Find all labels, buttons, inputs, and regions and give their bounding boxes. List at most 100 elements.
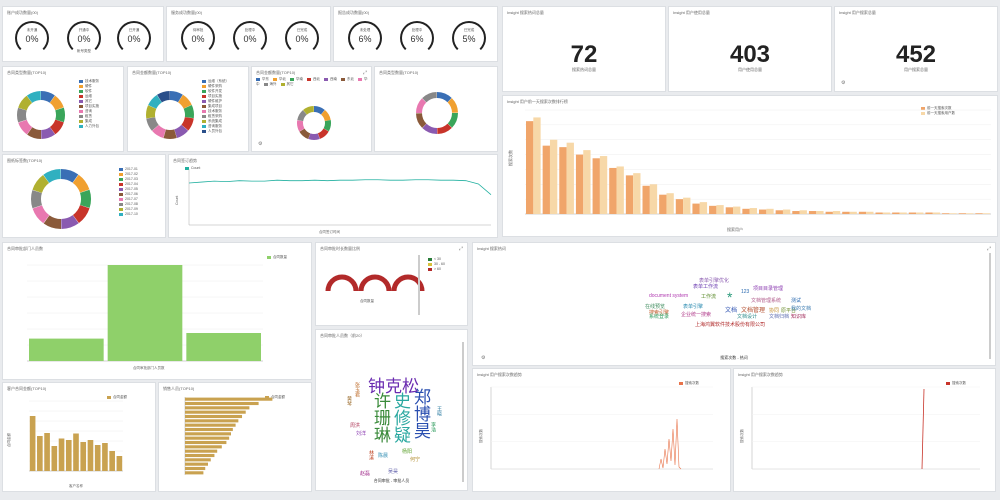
bar <box>87 440 94 471</box>
panel-title: 合同类型数量(TOP10) <box>379 70 419 75</box>
donut-slice <box>152 124 166 139</box>
hotwords-bar-chart <box>525 109 991 215</box>
donut-chart <box>16 91 65 139</box>
bar <box>916 212 924 214</box>
gauge-value: 0% <box>127 34 141 44</box>
bar <box>832 211 841 214</box>
settings-icon[interactable]: ⚙ <box>841 80 846 86</box>
panel-title: Insight 用户搜索次数趋势 <box>477 372 522 377</box>
donut-slice <box>297 110 307 122</box>
wordcloud-word: 林溪 <box>368 450 374 460</box>
donut-slice <box>437 92 452 103</box>
wordcloud-word: 项目目录管理 <box>753 286 784 292</box>
expand-icon[interactable]: ⤢ <box>362 70 367 76</box>
hbar-chart <box>184 397 273 475</box>
bar <box>102 443 108 471</box>
bar <box>882 212 891 214</box>
donut-chart <box>416 92 458 134</box>
legend-item: 2017-08 <box>119 202 138 207</box>
gauge-value: 6% <box>358 34 372 44</box>
donut-slice <box>61 169 79 183</box>
bar <box>526 121 534 214</box>
donut-slice <box>321 109 331 121</box>
donut-slice <box>49 119 64 135</box>
bar <box>185 449 218 453</box>
bar <box>533 117 541 214</box>
donut-slice <box>422 92 437 103</box>
scrollbar[interactable] <box>418 255 420 315</box>
settings-icon[interactable]: ⚙ <box>481 355 486 361</box>
wordcloud-word: 文档归档 <box>769 314 790 320</box>
bar <box>185 410 246 414</box>
chart-legend: 合同数量 <box>267 255 287 260</box>
donut-slice <box>18 95 33 111</box>
gauge-value: 6% <box>410 34 424 44</box>
wordcloud-word: 赵磊 <box>360 471 371 477</box>
legend-item: 2017-09 <box>119 207 138 212</box>
expand-icon[interactable]: ⤢ <box>986 246 991 252</box>
donut-slice <box>297 120 305 132</box>
kpi-panel-2: Insight 用户使用总量 403 用户使用总量 <box>668 6 832 92</box>
y-axis-label: Count <box>175 195 179 205</box>
donut-slice <box>447 98 458 113</box>
terms-wordcloud-panel: Insight 搜索热词 ⤢ * document system 表单工作流 文… <box>472 242 996 366</box>
bar <box>966 213 974 214</box>
bar <box>709 205 717 214</box>
wordcloud-word: 文档设计 <box>737 314 758 320</box>
legend-item: 其它 <box>79 99 99 104</box>
gauge-panel-2: 服务成功数量(00) 待审批 0% 处理中 0% 已完成 0% <box>166 6 331 62</box>
legend-item: 系统集成 <box>202 119 229 124</box>
wordcloud-word: 周洪 <box>350 423 361 429</box>
scrollbar[interactable] <box>462 342 464 482</box>
trend-line-chart <box>188 169 492 226</box>
gauge-ring <box>15 21 49 55</box>
gauge-ring <box>67 21 101 55</box>
gauge-label: 已完成 <box>463 28 475 32</box>
scrollbar[interactable] <box>989 253 991 359</box>
chart-subtitle: 合同审批 - 审批人员 <box>373 478 410 483</box>
gauge-value: 0% <box>77 34 91 44</box>
settings-icon[interactable]: ⚙ <box>258 141 263 147</box>
bar <box>733 206 741 214</box>
bar <box>185 432 231 436</box>
gauge-ring <box>233 21 267 55</box>
dept-bar-chart <box>27 264 263 362</box>
donut-slice <box>41 91 55 103</box>
bar <box>742 208 750 214</box>
chart-legend: 合同金额 <box>265 395 285 400</box>
wordcloud-word: 协同 <box>769 308 780 314</box>
wordcloud-word: 系统登录 <box>649 314 670 320</box>
wordcloud-word: 文档 <box>725 308 738 314</box>
gauge-panel-1: 账户成功数量(00) 未开通 0% 开通中 0% 帐号类型 已开通 0% <box>2 6 164 62</box>
wordcloud-word: 吴昊 <box>388 469 399 475</box>
x-axis-label: 客户名称 <box>69 484 83 488</box>
bar <box>958 213 967 214</box>
wordcloud-word: 许珊琳 <box>371 392 390 443</box>
donut-panel-2: 合同金额数量(TOP10) 运维（系统） 硬件采购 软件开发 项目实施 硬件维护 集成项目… <box>127 66 249 152</box>
legend-item: 技术服务 <box>79 79 99 84</box>
gauge-label: 处理中 <box>244 28 256 32</box>
wordcloud-word: 上海鸿翼软件技术股份有限公司 <box>695 322 766 328</box>
legend-item: 西北 <box>307 77 320 81</box>
legend-item: 人员外包 <box>202 129 229 134</box>
legend-item: 运维（系统） <box>202 79 229 84</box>
bar <box>866 211 874 214</box>
expand-icon[interactable]: ⤢ <box>458 246 463 252</box>
wordcloud-word: 企业统一搜索 <box>681 312 712 318</box>
bar <box>683 197 691 214</box>
legend-item: 2017-10 <box>119 212 138 217</box>
legend-item: 2017-05 <box>119 187 138 192</box>
chart-subtitle: 搜索次数 - 热词 <box>720 355 748 360</box>
panel-title: 合同审批时长数量比例 <box>320 246 360 251</box>
donut-slice <box>72 205 90 224</box>
donut-slice <box>18 119 33 135</box>
panel-title: Insight 用户使用总量 <box>673 10 710 15</box>
donut-slice <box>41 127 56 139</box>
bar <box>892 212 900 214</box>
bar <box>858 211 867 214</box>
bar <box>625 175 634 214</box>
donut-chart <box>30 169 91 229</box>
gauge-value: 0% <box>295 34 309 44</box>
chart-legend: Count <box>185 166 200 171</box>
hotwords-bar-panel: Insight 用户前一天搜索次数排行榜 前一天搜索次数 前一天搜索用户数 搜索… <box>502 95 998 237</box>
